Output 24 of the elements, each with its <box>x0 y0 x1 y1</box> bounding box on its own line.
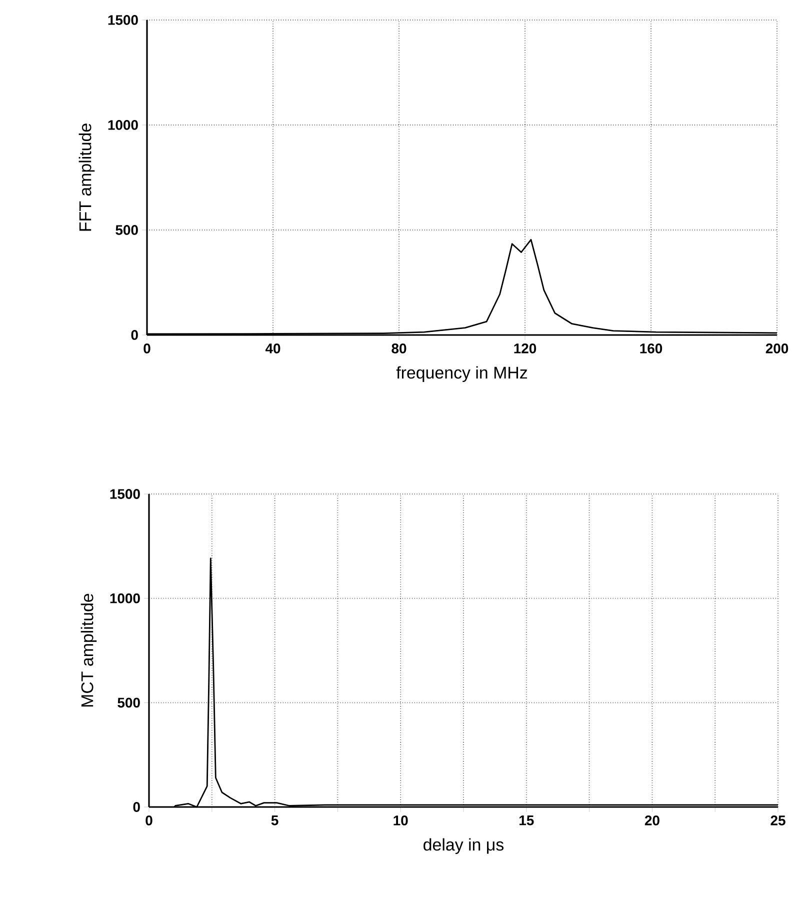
x-tick-label: 160 <box>640 344 662 354</box>
y-tick-label: 1000 <box>110 593 140 604</box>
x-tick-label: 80 <box>392 344 406 354</box>
x-tick-label: 120 <box>514 344 536 354</box>
x-tick-label: 0 <box>144 344 150 354</box>
x-tick-label: 25 <box>770 816 786 826</box>
x-tick-label: 0 <box>146 816 152 826</box>
x-tick-label: 15 <box>520 816 534 826</box>
y-tick-label: 1500 <box>110 489 140 499</box>
y-tick-label: 500 <box>118 698 140 708</box>
x-axis-title: delay in μs <box>424 838 504 854</box>
y-tick-label: 500 <box>116 225 138 235</box>
y-axis-title: FFT amplitude <box>78 124 95 231</box>
x-axis-title: frequency in MHz <box>396 366 528 382</box>
x-tick-label: 5 <box>271 816 278 826</box>
x-tick-label: 20 <box>644 816 660 826</box>
y-tick-label: 0 <box>133 802 140 812</box>
y-tick-label: 1000 <box>108 120 138 130</box>
x-tick-label: 200 <box>766 344 788 354</box>
x-tick-label: 10 <box>394 816 408 826</box>
y-axis-title: MCT amplitude <box>80 594 97 707</box>
y-tick-label: 0 <box>131 330 138 340</box>
x-tick-label: 40 <box>265 344 280 354</box>
y-tick-label: 1500 <box>108 15 138 25</box>
